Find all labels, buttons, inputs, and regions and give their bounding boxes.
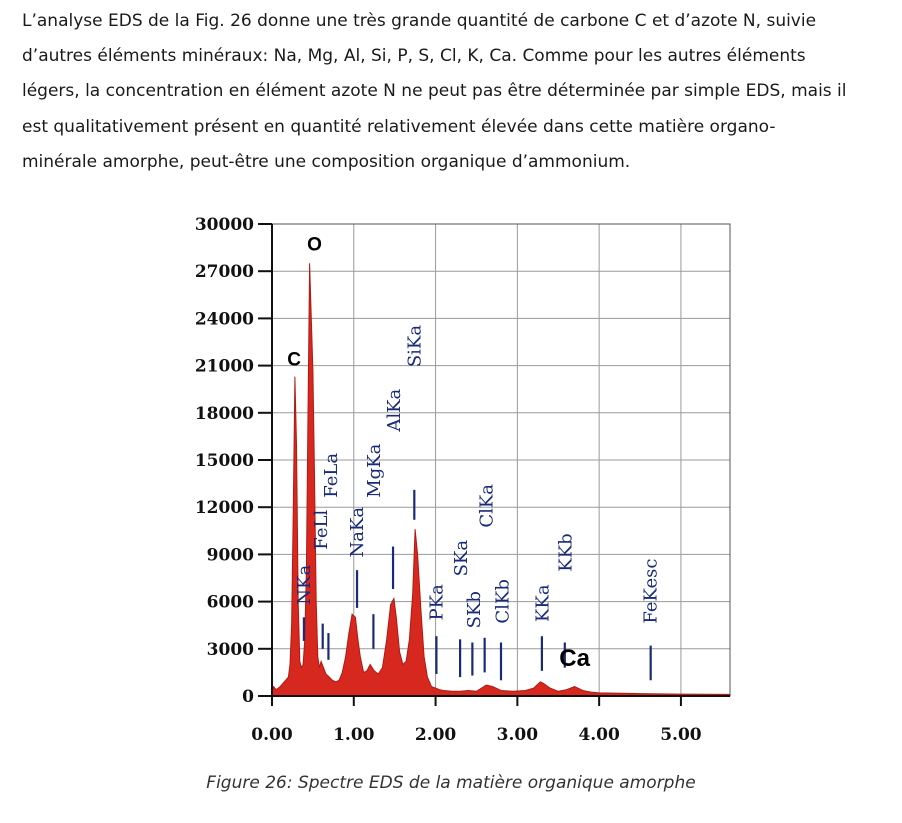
x-tick-label: 4.00: [578, 725, 620, 745]
paragraph-line: est qualitativement présent en quantité …: [22, 116, 776, 137]
peak-label-ca: Ca: [559, 645, 590, 672]
x-tick-label: 0.00: [251, 725, 293, 745]
peak-label-o: O: [307, 235, 322, 256]
peak-label-fell: FeLl: [311, 510, 332, 550]
x-tick-label: 3.00: [497, 725, 539, 745]
peak-label-kka: KKa: [533, 584, 554, 622]
peak-label-c: C: [287, 350, 301, 371]
peak-label-ska: SKa: [451, 540, 472, 577]
peak-label-clkb: ClKb: [493, 579, 514, 624]
x-tick-label: 5.00: [660, 725, 702, 745]
y-tick-label: 3000: [207, 640, 254, 660]
y-tick-label: 15000: [195, 451, 254, 471]
peak-label-fekesc: FeKesc: [641, 559, 662, 624]
y-tick-label: 9000: [207, 545, 254, 565]
y-tick-label: 18000: [195, 404, 254, 424]
peak-label-mgka: MgKa: [364, 443, 385, 497]
spectrum-area: [271, 263, 731, 697]
peak-label-fela: FeLa: [321, 453, 342, 498]
y-tick-label: 30000: [195, 215, 254, 235]
y-tick-label: 0: [242, 687, 254, 707]
peak-label-clka: ClKa: [476, 484, 497, 528]
paragraph-line: L’analyse EDS de la Fig. 26 donne une tr…: [22, 11, 817, 31]
eds-spectrum-chart: 0 3000 6000 9000 12000 15000 18000 21000 24000 27…: [195, 215, 731, 745]
intro-paragraph: L’analyse EDS de la Fig. 26 donne une tr…: [22, 4, 894, 180]
peak-label-alka: AlKa: [384, 388, 405, 432]
peak-label-nka: NKa: [294, 565, 315, 605]
peak-label-kkb: KKb: [556, 533, 577, 571]
y-tick-label: 6000: [207, 593, 254, 613]
peak-label-pka: PKa: [426, 584, 447, 621]
peak-label-skb: SKb: [464, 591, 485, 628]
paragraph-line: légers, la concentration en élément azot…: [22, 81, 847, 102]
y-tick-label: 24000: [195, 309, 254, 329]
peak-label-sika: SiKa: [404, 325, 425, 368]
y-tick-label: 21000: [195, 357, 254, 377]
figure-caption: Figure 26: Spectre EDS de la matière org…: [206, 773, 696, 793]
y-tick-label: 12000: [195, 498, 254, 518]
peak-label-naka: NaKa: [347, 507, 368, 558]
paragraph-line: minérale amorphe, peut-être une composit…: [22, 151, 631, 172]
paragraph-line: d’autres éléments minéraux: Na, Mg, Al, …: [22, 46, 806, 67]
x-tick-label: 1.00: [333, 725, 375, 745]
x-tick-label: 2.00: [415, 725, 457, 745]
y-tick-label: 27000: [195, 262, 254, 282]
